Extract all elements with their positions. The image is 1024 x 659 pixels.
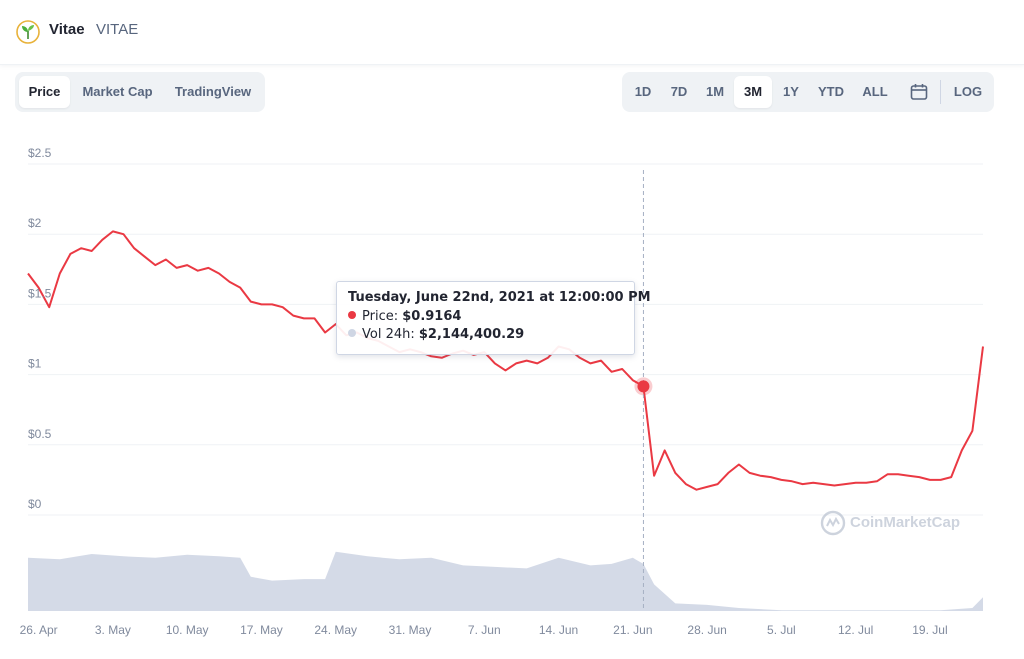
tooltip-price-value: $0.9164 (402, 309, 462, 324)
tooltip-volume-label: Vol 24h: (362, 327, 415, 342)
x-tick-label: 12. Jul (838, 623, 873, 637)
volume-series-area (28, 551, 983, 611)
tooltip-date: Tuesday, June 22nd, 2021 at 12:00:00 PM (348, 290, 651, 305)
chart-type-tabs: Price Market Cap TradingView (15, 72, 265, 112)
y-tick-label: $0.5 (28, 427, 52, 441)
x-tick-label: 3. May (95, 623, 131, 637)
coin-name: Vitae (49, 21, 85, 38)
range-3m[interactable]: 3M (734, 76, 772, 108)
x-tick-label: 26. Apr (20, 623, 58, 637)
x-tick-label: 10. May (166, 623, 209, 637)
x-tick-label: 14. Jun (539, 623, 578, 637)
price-chart[interactable]: $0 $0.5 $1 $1.5 $2 $2.5 26. Apr 3. May 10. May 1… (0, 140, 1024, 659)
x-tick-label: 28. Jun (687, 623, 726, 637)
tooltip-volume-value: $2,144,400.29 (418, 327, 525, 342)
tooltip-price-label: Price: (362, 309, 399, 324)
x-tick-label: 17. May (240, 623, 283, 637)
tab-market-cap[interactable]: Market Cap (82, 84, 153, 99)
x-tick-label: 5. Jul (767, 623, 796, 637)
x-axis-labels: 26. Apr 3. May 10. May 17. May 24. May 31. Ma… (20, 623, 948, 637)
vitae-leaf-icon (16, 20, 40, 44)
watermark-text: CoinMarketCap (850, 514, 961, 531)
x-tick-label: 19. Jul (912, 623, 947, 637)
volume-dot-icon (348, 329, 356, 337)
y-tick-label: $0 (28, 497, 42, 511)
coin-header: Vitae VITAE (0, 0, 1024, 65)
range-1y[interactable]: 1Y (783, 84, 799, 99)
range-ytd[interactable]: YTD (818, 84, 844, 99)
y-tick-label: $2 (28, 216, 42, 230)
y-axis-labels: $0 $0.5 $1 $1.5 $2 $2.5 (28, 146, 52, 511)
y-tick-label: $2.5 (28, 146, 52, 160)
x-tick-label: 24. May (314, 623, 357, 637)
price-dot-icon (348, 311, 356, 319)
coinmarketcap-logo-icon (820, 510, 846, 536)
y-tick-label: $1 (28, 357, 42, 371)
coin-symbol: VITAE (96, 21, 139, 38)
x-tick-label: 7. Jun (468, 623, 501, 637)
x-tick-label: 21. Jun (613, 623, 652, 637)
volume-area (28, 551, 983, 611)
toolbar-divider (940, 80, 941, 104)
y-tick-label: $1.5 (28, 286, 52, 300)
tab-tradingview[interactable]: TradingView (174, 84, 252, 99)
range-7d[interactable]: 7D (670, 84, 688, 99)
tooltip-volume-row: Vol 24h: $2,144,400.29 (348, 327, 524, 342)
x-tick-label: 31. May (389, 623, 432, 637)
hover-point (637, 380, 650, 393)
range-all[interactable]: ALL (862, 84, 888, 99)
price-series-line (27, 230, 984, 491)
calendar-icon[interactable] (909, 82, 929, 102)
tooltip-price-row: Price: $0.9164 (348, 309, 461, 324)
hover-crosshair (634, 170, 653, 611)
range-1d[interactable]: 1D (634, 84, 652, 99)
range-1m[interactable]: 1M (705, 84, 725, 99)
chart-tooltip: Tuesday, June 22nd, 2021 at 12:00:00 PM … (336, 281, 651, 355)
price-line-layer (27, 230, 984, 491)
tab-price[interactable]: Price (19, 76, 70, 108)
grid-lines (28, 163, 983, 516)
log-toggle[interactable]: LOG (953, 84, 983, 99)
time-range-tabs: 1D 7D 1M 3M 1Y YTD ALL LOG (622, 72, 994, 112)
